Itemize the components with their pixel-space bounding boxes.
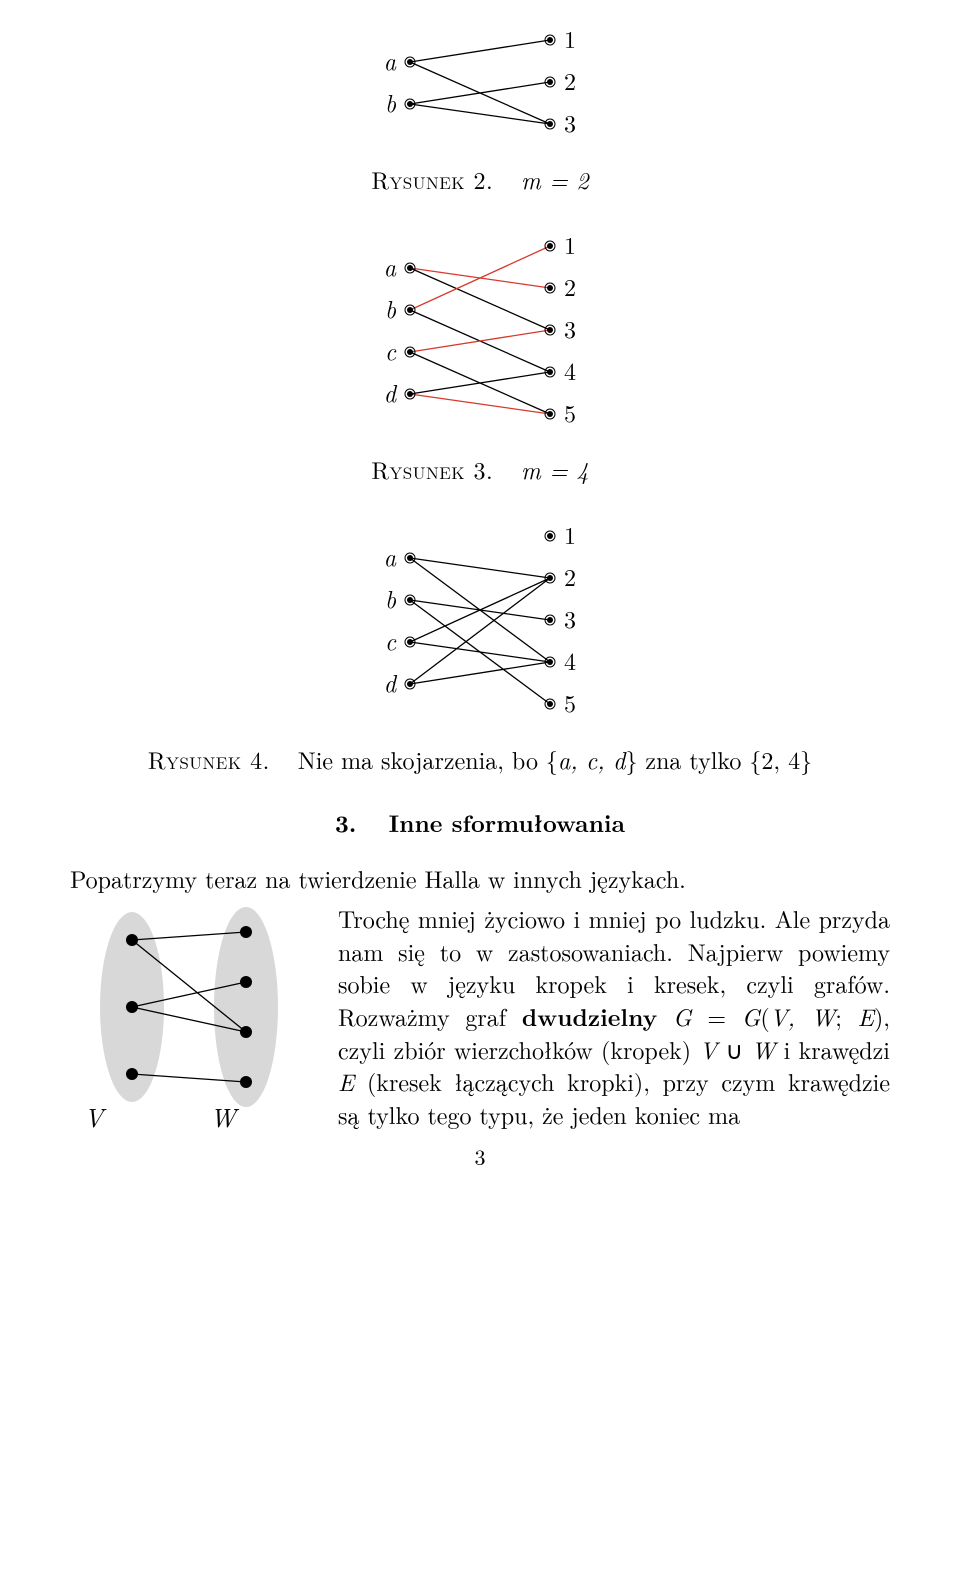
svg-text:4: 4 xyxy=(564,353,576,387)
section-title: Inne sformułowania xyxy=(389,806,625,840)
figure-4: abcd 1 2 3 4 5 xyxy=(70,516,890,724)
figure-4-caption: Rysunek 4. Nie ma skojarzenia, bo {a, c,… xyxy=(30,742,930,776)
svg-text:d: d xyxy=(384,375,398,409)
svg-text:b: b xyxy=(385,581,397,615)
figure-4-caption-prefix: Rysunek 4. xyxy=(148,742,270,776)
small-graph-column: VW xyxy=(70,902,310,1147)
figure-2-graph: ab 1 2 3 xyxy=(350,20,610,144)
intro-paragraph: Popatrzymy teraz na twierdzenie Halla w … xyxy=(70,862,890,894)
section-number: 3. xyxy=(335,806,356,840)
svg-text:2: 2 xyxy=(564,63,576,97)
svg-text:W: W xyxy=(210,1098,240,1135)
figure-2-caption-prefix: Rysunek 2. xyxy=(371,162,493,196)
svg-text:3: 3 xyxy=(564,601,576,635)
section-heading: 3. Inne sformułowania xyxy=(70,806,890,840)
svg-text:3: 3 xyxy=(564,311,576,345)
body-text-bold: dwudzielny xyxy=(522,1000,657,1034)
figure-3: abcd 1 2 3 4 5 xyxy=(70,226,890,434)
figure-2-caption-math: m = 2 xyxy=(521,162,589,196)
svg-text:2: 2 xyxy=(564,559,576,593)
svg-text:b: b xyxy=(385,85,397,119)
figure-4-graph: abcd 1 2 3 4 5 xyxy=(350,516,610,724)
figure-3-caption-math: m = 4 xyxy=(521,452,589,486)
figure-2: ab 1 2 3 xyxy=(70,20,890,144)
svg-text:1: 1 xyxy=(564,227,576,261)
svg-text:d: d xyxy=(384,665,398,699)
svg-text:c: c xyxy=(385,623,397,657)
small-bipartite-graph: VW xyxy=(70,902,310,1142)
svg-text:a: a xyxy=(384,249,397,283)
svg-text:a: a xyxy=(384,539,397,573)
svg-text:c: c xyxy=(385,333,397,367)
svg-text:5: 5 xyxy=(564,685,576,719)
svg-text:4: 4 xyxy=(564,643,576,677)
svg-text:1: 1 xyxy=(564,517,576,551)
svg-text:3: 3 xyxy=(564,105,576,139)
svg-text:a: a xyxy=(384,43,397,77)
figure-3-caption: Rysunek 3. m = 4 xyxy=(70,452,890,486)
svg-text:5: 5 xyxy=(564,395,576,429)
svg-text:b: b xyxy=(385,291,397,325)
two-column-block: VW Trochę mniej życiowo i mniej po ludz­… xyxy=(70,902,890,1147)
svg-text:1: 1 xyxy=(564,21,576,55)
body-text: Trochę mniej życiowo i mniej po ludz­ku.… xyxy=(338,902,890,1130)
figure-3-caption-prefix: Rysunek 3. xyxy=(371,452,493,486)
svg-text:2: 2 xyxy=(564,269,576,303)
figure-3-graph: abcd 1 2 3 4 5 xyxy=(350,226,610,434)
svg-text:V: V xyxy=(84,1098,107,1135)
figure-2-caption: Rysunek 2. m = 2 xyxy=(70,162,890,196)
figure-4-caption-text: Nie ma skojarzenia, bo {a, c, d} zna tyl… xyxy=(298,742,812,776)
